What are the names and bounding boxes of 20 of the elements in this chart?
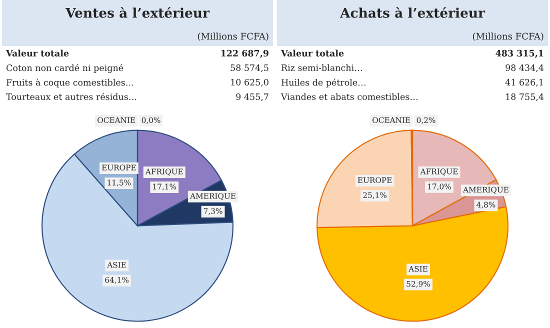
chart-title: Ventes à l’extérieur [65, 7, 210, 18]
text: 10 625,0 [231, 78, 268, 87]
chart-title: Achats à l’extérieur [340, 7, 486, 18]
text: Riz semi-blanchi… [281, 64, 362, 72]
text: 41 626,1 [505, 78, 543, 87]
text: 98 434,4 [506, 64, 544, 72]
text: Coton non cardé ni peigné [6, 64, 124, 73]
text: 122 687,9 [221, 50, 268, 58]
chart-subtitle: (Millions FCFA) [472, 32, 544, 41]
text: Viandes et abats comestibles… [280, 93, 418, 100]
text: Fruits à coque comestibles… [6, 78, 134, 88]
text: 58 574,5 [230, 64, 268, 72]
text: 483 315,1 [496, 50, 544, 58]
text: Valeur totale [6, 50, 69, 57]
text: Tourteaux et autres résidus… [6, 92, 136, 100]
text: 18 755,4 [506, 93, 544, 102]
text: 9 455,7 [236, 93, 268, 102]
text: Valeur totale [280, 50, 344, 57]
text: Huiles de pétrole… [281, 78, 366, 88]
chart-subtitle: (Millions FCFA) [198, 32, 268, 41]
